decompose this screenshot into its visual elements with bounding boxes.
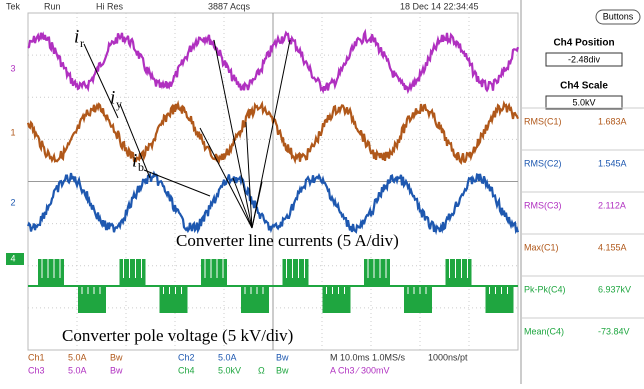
- measurement-label: Mean(C4): [524, 326, 564, 336]
- footer-item: Bw: [276, 365, 289, 375]
- footer-item: Bw: [110, 365, 123, 375]
- footer-item: 5.0A: [218, 352, 237, 362]
- channel-marker: 3: [10, 63, 15, 73]
- measurement-value: -73.84V: [598, 326, 630, 336]
- footer-item: M 10.0ms 1.0MS/s: [330, 352, 406, 362]
- current-symbol: i: [74, 26, 79, 47]
- position-title: Ch4 Position: [553, 38, 614, 49]
- footer-item: Bw: [110, 352, 123, 362]
- channel-marker: 2: [10, 197, 15, 207]
- measurement-value: 2.112A: [598, 200, 626, 210]
- footer-item: Ch2: [178, 352, 195, 362]
- footer-item: Bw: [276, 352, 289, 362]
- pole-voltage-label: Converter pole voltage (5 kV/div): [62, 326, 293, 345]
- footer-item: 5.0A: [68, 352, 87, 362]
- footer-item: 5.0kV: [218, 365, 241, 375]
- measurement-value: 4.155A: [598, 242, 627, 252]
- buttons-label[interactable]: Buttons: [603, 11, 634, 21]
- measurement-label: RMS(C3): [524, 200, 562, 210]
- channel-marker: 4: [10, 253, 15, 263]
- measurement-value: 1.545A: [598, 158, 627, 168]
- footer-item: 1000ns/pt: [428, 352, 468, 362]
- acq-count: 3887 Acqs: [208, 1, 251, 11]
- current-subscript: r: [80, 36, 84, 50]
- position-value: -2.48div: [568, 54, 601, 64]
- footer-item: Ch3: [28, 365, 45, 375]
- scale-value: 5.0kV: [572, 97, 595, 107]
- scope-screen: Tek Run Hi Res 3887 Acqs 18 Dec 14 22:34…: [0, 0, 644, 384]
- measurement-value: 1.683A: [598, 116, 627, 126]
- current-symbol: i: [132, 150, 137, 171]
- measurement-label: Pk-Pk(C4): [524, 284, 566, 294]
- current-subscript: y: [116, 97, 122, 111]
- measurement-value: 6.937kV: [598, 284, 631, 294]
- footer-item: Ch1: [28, 352, 45, 362]
- footer-item: Ch4: [178, 365, 195, 375]
- footer-item: Ω: [258, 365, 265, 375]
- footer-item: 5.0A: [68, 365, 87, 375]
- datetime: 18 Dec 14 22:34:45: [400, 1, 479, 11]
- measurement-label: Max(C1): [524, 242, 559, 252]
- acq-mode: Hi Res: [96, 1, 124, 11]
- scale-title: Ch4 Scale: [560, 81, 608, 92]
- brand: Tek: [6, 1, 21, 11]
- page: Tek Run Hi Res 3887 Acqs 18 Dec 14 22:34…: [0, 0, 644, 384]
- footer-item: A Ch3 ⁄ 300mV: [330, 365, 390, 375]
- line-currents-label: Converter line currents (5 A/div): [176, 231, 399, 250]
- measurement-label: RMS(C2): [524, 158, 562, 168]
- measurement-label: RMS(C1): [524, 116, 562, 126]
- run-state: Run: [44, 1, 61, 11]
- channel-marker: 1: [10, 127, 15, 137]
